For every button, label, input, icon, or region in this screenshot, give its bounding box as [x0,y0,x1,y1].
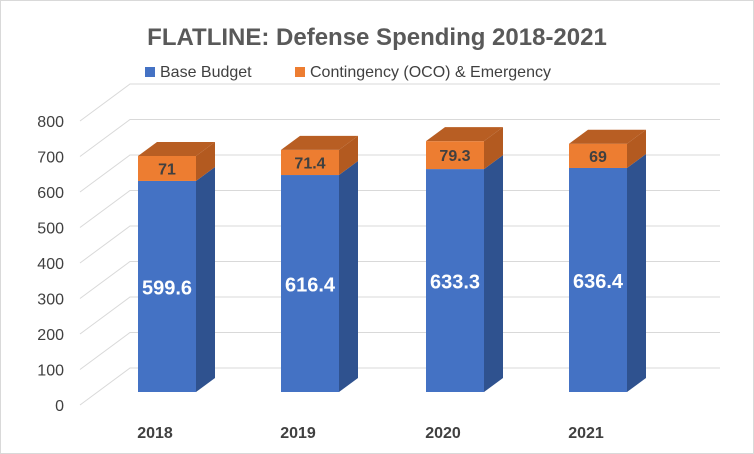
data-label: 79.3 [439,148,470,165]
bar-segment [426,141,484,170]
gridline [79,225,720,264]
gridline [79,119,720,157]
gridline [79,261,720,299]
bar-side [196,141,215,181]
y-tick-label: 200 [37,327,64,344]
bar-side [339,135,358,176]
bar-side [484,127,503,170]
data-label: 69 [589,149,607,166]
data-label: 599.6 [142,277,192,299]
legend: Base Budget Contingency (OCO) & Emergenc… [145,64,551,81]
bar-segment [569,143,627,168]
legend-label-base: Base Budget [160,64,252,81]
bar-top [426,127,503,142]
x-tick-label: 2021 [568,425,604,442]
chart-title: FLATLINE: Defense Spending 2018-2021 [147,24,607,51]
gridline [79,190,720,228]
bar-segment [138,180,196,392]
bar-segment [281,175,339,392]
bar-side [627,153,646,392]
y-tick-label: 500 [37,221,64,238]
bar-side [484,155,503,392]
gridline [79,367,720,406]
data-label: 636.4 [573,271,624,293]
bar-side [339,161,358,392]
bar-side [196,166,215,392]
gridline [79,83,720,122]
data-label: 633.3 [430,272,480,294]
data-label: 71 [158,161,176,178]
bar-segment [138,155,196,181]
y-tick-label: 700 [37,150,64,167]
bar-segment [281,149,339,176]
bar-segment [569,167,627,392]
bar-top [569,129,646,144]
x-tick-label: 2020 [425,425,461,442]
gridline [79,154,720,193]
gridline [79,332,720,370]
legend-label-contingency: Contingency (OCO) & Emergency [310,64,551,81]
legend-swatch-base [145,67,155,77]
y-tick-label: 600 [37,185,64,202]
legend-swatch-contingency [295,67,305,77]
data-label: 71.4 [294,155,325,172]
bar-segment [426,169,484,392]
x-tick-label: 2019 [280,425,316,442]
x-tick-label: 2018 [137,425,173,442]
y-tick-label: 100 [37,363,64,380]
bar-top [281,135,358,150]
bar-side [627,129,646,168]
bar-top [138,141,215,156]
y-tick-label: 0 [55,398,64,415]
y-tick-label: 400 [37,256,64,273]
data-label: 616.4 [285,275,336,297]
gridline [79,296,720,335]
y-tick-label: 300 [37,292,64,309]
y-tick-label: 800 [37,114,64,131]
